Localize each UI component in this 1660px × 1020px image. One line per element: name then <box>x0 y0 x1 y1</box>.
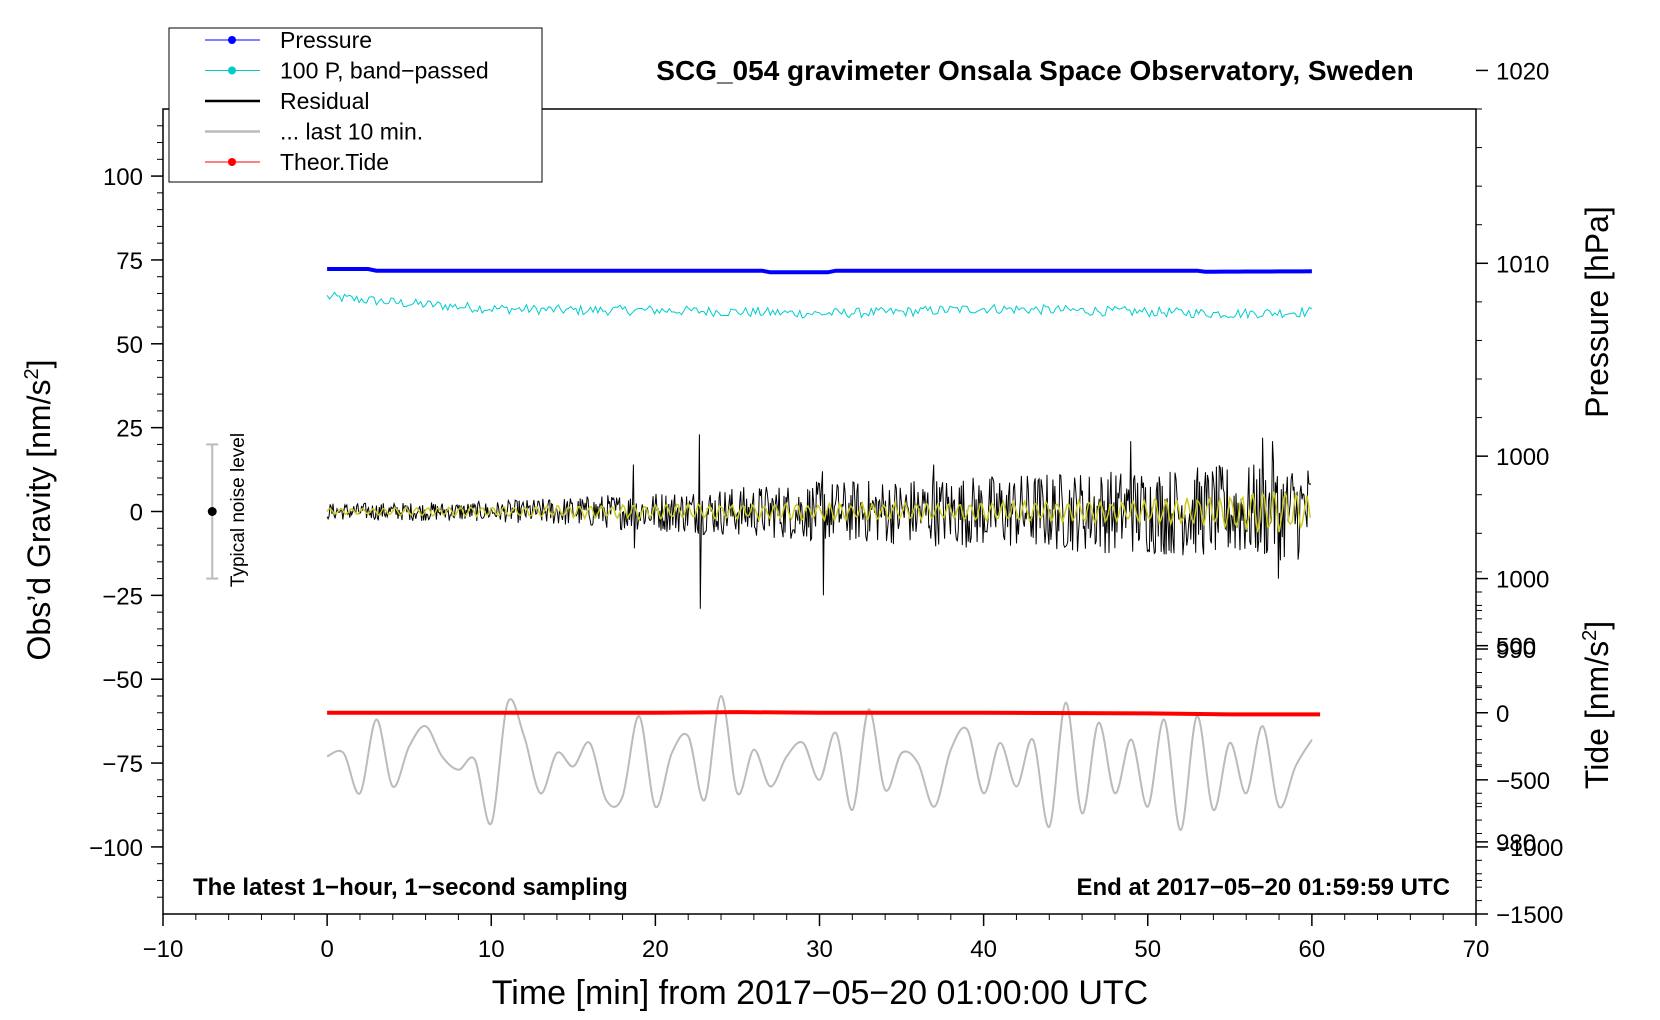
tide-tick-label: 1000 <box>1496 567 1549 594</box>
tide-tick-label: −1500 <box>1496 902 1563 929</box>
left-tick-label: 50 <box>116 332 143 359</box>
tide-tick-label: −1000 <box>1496 835 1563 862</box>
annotation-left: The latest 1−hour, 1−second sampling <box>193 874 628 901</box>
y-axis-label-tide-main: Tide [nm/s <box>1579 641 1615 789</box>
series-layer <box>326 267 1321 832</box>
series-residual-lowpass <box>326 491 1311 533</box>
left-tick-label: −75 <box>102 751 143 778</box>
x-tick-label: 0 <box>320 936 333 963</box>
series-pressure <box>327 267 1312 275</box>
y-axis-label-tide: Tide [nm/s2] <box>1579 621 1615 789</box>
left-tick-label: −25 <box>102 583 143 610</box>
x-tick-label: −10 <box>143 936 184 963</box>
left-tick-label: 0 <box>130 500 143 527</box>
x-tick-label: 50 <box>1134 936 1161 963</box>
left-tick-label: −50 <box>102 667 143 694</box>
series-band-passed-pressure <box>326 291 1313 320</box>
left-tick-label: 25 <box>116 416 143 443</box>
y-axis-label-left-close: ] <box>21 360 57 369</box>
tide-tick-label: 500 <box>1496 634 1536 661</box>
y-axis-label-left: Obs’d Gravity [nm/s2] <box>21 360 57 661</box>
annotation-right: End at 2017−05−20 01:59:59 UTC <box>1076 874 1450 901</box>
left-tick-label: 100 <box>103 164 143 191</box>
y-axis-label-tide-sup: 2 <box>1579 630 1601 641</box>
legend: Pressure 100 P, band−passed Residual ... la… <box>168 27 543 183</box>
legend-label: ... last 10 min. <box>280 119 423 145</box>
x-tick-label: 40 <box>970 936 997 963</box>
y-axis-label-pressure: Pressure [hPa] <box>1579 206 1615 418</box>
series-theor-tide <box>327 710 1321 717</box>
left-tick-label: −100 <box>89 835 143 862</box>
legend-label: Residual <box>280 88 370 114</box>
left-tick-label: 75 <box>116 248 143 275</box>
x-tick-label: 20 <box>642 936 669 963</box>
y-axis-label-tide-close: ] <box>1579 621 1615 630</box>
tide-tick-label: −500 <box>1496 768 1550 795</box>
legend-marker <box>228 36 236 44</box>
noise-bar-label: Typical noise level <box>228 433 249 587</box>
x-axis-label: Time [min] from 2017−05−20 01:00:00 UTC <box>492 974 1148 1012</box>
y-axis-label-left-sup: 2 <box>21 368 43 379</box>
legend-marker <box>228 66 236 75</box>
x-tick-label: 60 <box>1299 936 1326 963</box>
legend-label: Pressure <box>280 27 372 53</box>
series-last-10-min <box>326 694 1313 832</box>
tide-axis: 1000 500 0 −500 −1000 −1500 <box>1476 567 1563 929</box>
pressure-tick-label: 980 <box>1496 830 1536 857</box>
pressure-tick-label: 1020 <box>1496 58 1549 85</box>
legend-marker <box>228 158 236 166</box>
legend-label: Theor.Tide <box>280 149 389 175</box>
x-axis: −10 0 10 20 30 40 50 60 70 <box>143 914 1490 963</box>
pressure-tick-label: 1010 <box>1496 251 1549 278</box>
series-residual <box>326 434 1312 609</box>
legend-label: 100 P, band−passed <box>280 58 489 84</box>
legend-box <box>168 27 543 183</box>
tide-tick-label: 0 <box>1496 701 1509 728</box>
x-tick-label: 10 <box>478 936 505 963</box>
x-tick-label: 30 <box>806 936 833 963</box>
noise-bar <box>206 443 219 580</box>
left-axis: 100 75 50 25 0 −25 −50 −75 −100 <box>89 125 163 898</box>
x-tick-label: 70 <box>1463 936 1490 963</box>
pressure-axis: 1030102010101000990980 <box>1476 58 1549 881</box>
pressure-tick-label: 1000 <box>1496 444 1549 471</box>
y-axis-label-left-main: Obs’d Gravity [nm/s <box>21 380 57 661</box>
chart-title: SCG_054 gravimeter Onsala Space Observat… <box>656 55 1413 86</box>
noise-bar-center-dot <box>207 507 217 516</box>
pressure-tick-label: 990 <box>1496 637 1536 664</box>
